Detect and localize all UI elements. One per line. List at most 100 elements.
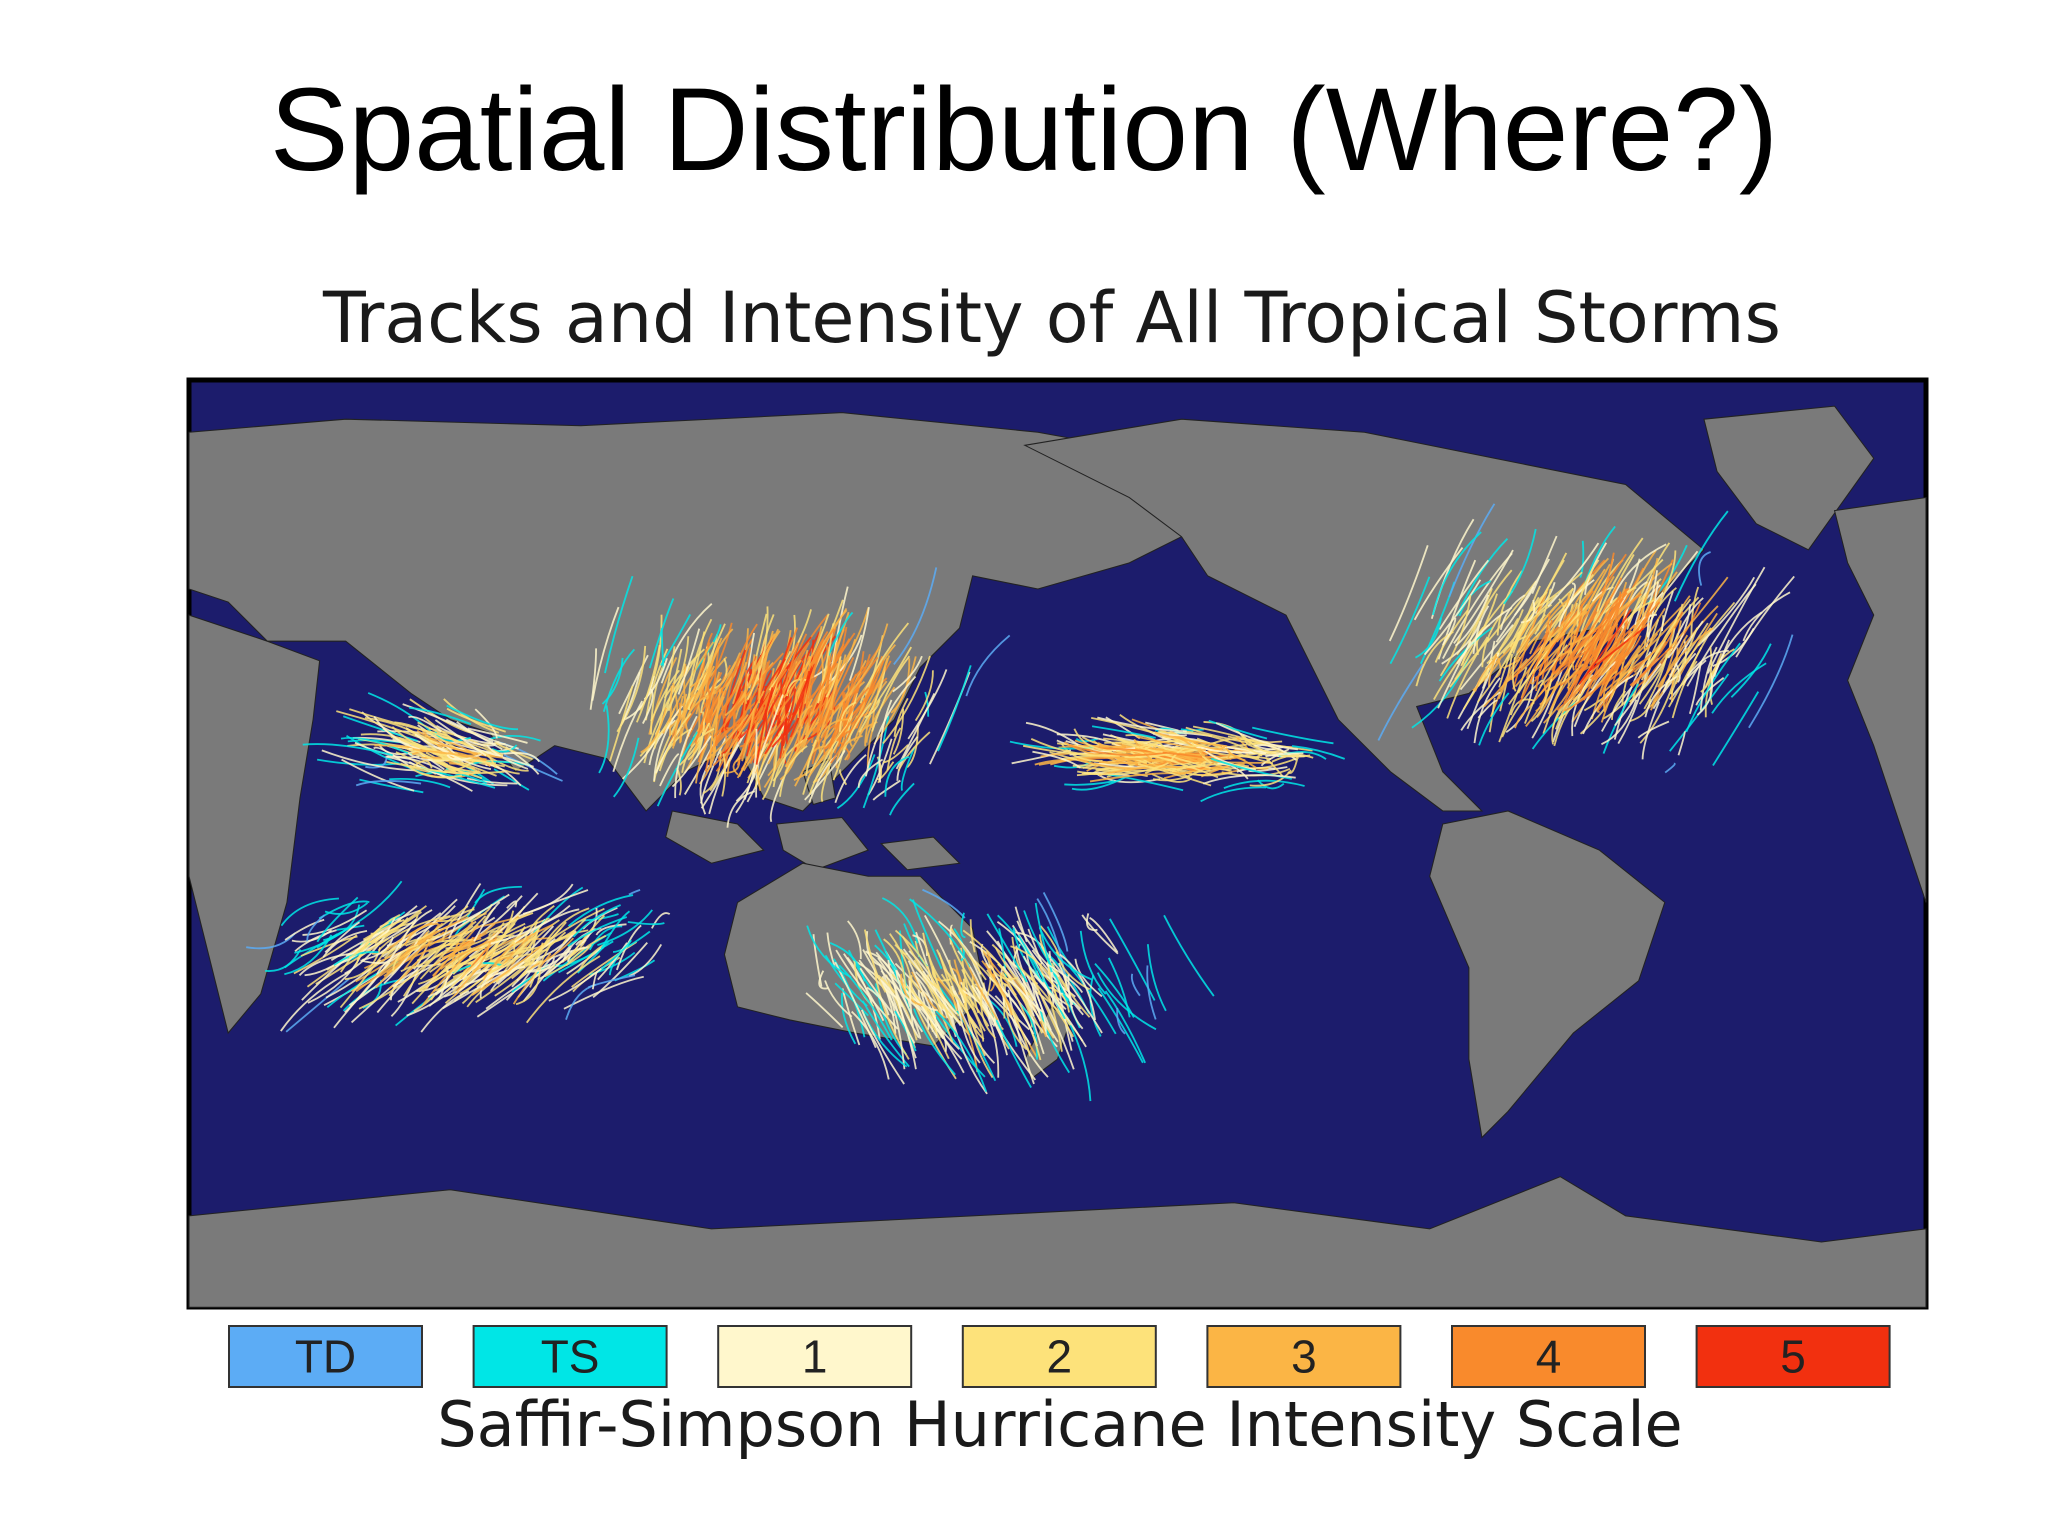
storm-track [1495,558,1551,643]
storm-track [864,699,881,719]
storm-track [1577,598,1624,668]
storm-track [1042,892,1069,952]
storm-track [468,892,539,958]
storm-track [265,948,302,972]
land-greenland [1703,405,1875,551]
storm-track [1257,779,1285,790]
storm-track [1535,668,1569,712]
storm-track [864,711,872,747]
storm-track [1712,691,1760,767]
storm-track [1460,590,1514,667]
storm-track [1596,691,1610,713]
storm-track [895,970,924,1033]
storm-track [1069,967,1117,1035]
storm-track [834,754,867,804]
storm-track [806,705,836,741]
storm-track [1520,599,1536,624]
storm-track [1146,944,1167,1012]
storm-track [804,749,846,801]
storm-track [668,673,709,730]
storm-track [691,671,721,756]
storm-track [1601,597,1655,676]
storm-track [1623,606,1682,669]
storm-track [1576,559,1600,627]
storm-track [1079,930,1107,995]
storm-track [1473,677,1501,744]
storm-track [389,969,418,1001]
storm-track [456,941,492,992]
storm-track [982,949,992,997]
storm-track [528,919,560,949]
storm-track [912,899,943,970]
storm-track [804,692,826,725]
storm-track [894,929,929,970]
legend: TD TS 1 2 3 4 5 [228,1325,1891,1388]
storm-track [1577,625,1605,692]
storm-track [1068,744,1166,757]
storm-track [1056,733,1124,749]
storm-track [741,708,756,762]
storm-track [486,953,531,976]
storm-track [600,910,631,950]
storm-track [1606,614,1650,681]
storm-track [969,919,976,953]
storm-track [1599,558,1664,617]
storm-track [825,656,842,698]
storm-track [1748,634,1794,729]
storm-track [1520,603,1553,647]
storm-track [1265,752,1304,758]
land-islands [665,757,961,871]
storm-track [361,936,394,961]
storm-track [1025,721,1079,746]
slide-title: Spatial Distribution (Where?) [270,64,1778,196]
storm-track [1046,985,1071,1013]
legend-label: 2 [1047,1331,1073,1383]
storm-track [914,975,938,1038]
storm-track [1001,971,1042,1061]
storm-track [656,731,699,807]
storm-track [1638,628,1676,705]
storm-track [893,697,909,737]
storm-track [679,693,696,744]
storm-track [900,746,916,791]
storm-track [723,623,758,719]
storm-track [865,686,896,743]
storm-track [567,916,628,947]
storm-track [380,916,469,973]
storm-track [771,670,811,748]
storm-track [1291,745,1346,760]
storm-track [1595,630,1631,680]
storm-track [446,704,519,731]
storm-track [434,719,487,757]
storm-track [950,927,987,981]
storm-track [1573,563,1611,636]
storm-track [746,606,769,700]
storm-track [855,697,866,719]
storm-track [847,920,862,960]
storm-track [1547,542,1600,607]
storm-track [635,644,661,723]
storm-track [1477,699,1498,719]
storm-track [878,699,893,783]
storm-track [940,973,982,1034]
legend-swatch [1451,1325,1646,1388]
storm-track [802,737,833,795]
storm-track [825,642,838,708]
storm-track [902,936,944,1010]
storm-track [1477,616,1529,703]
storm-track [662,641,715,734]
storm-track [1602,670,1618,713]
storm-track [1551,568,1606,638]
storm-track [419,931,466,980]
storm-track [1094,747,1203,758]
storm-track [961,969,989,1018]
storm-track [836,678,878,742]
storm-track [1089,916,1119,953]
storm-track [1377,663,1424,741]
legend-label: TS [541,1331,600,1383]
storm-track [1097,716,1187,733]
storm-track [956,1000,981,1064]
storm-track [1509,591,1548,648]
storm-track [826,932,836,968]
storm-track [1095,766,1179,772]
